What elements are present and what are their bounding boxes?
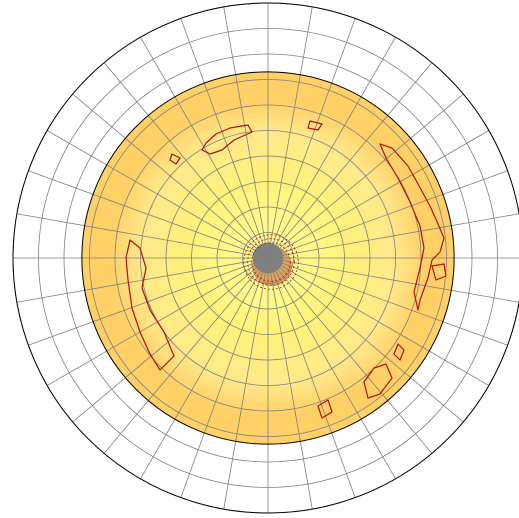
grid-spoke-3: [267, 257, 490, 386]
grid-spoke-13: [103, 257, 269, 454]
grid-layer: [12, 2, 519, 514]
center-contour-3: [243, 234, 299, 290]
grid-spoke-4: [267, 257, 464, 423]
grid-spoke-16: [28, 257, 269, 346]
grid-spoke-23: [103, 62, 269, 259]
frame-layer: [12, 2, 519, 514]
grid-spoke-10: [223, 257, 269, 510]
grid-spoke-6: [267, 257, 396, 480]
grid-spoke-14: [72, 257, 269, 423]
grid-spoke-32: [267, 93, 464, 259]
outer-boundary: [12, 2, 519, 514]
grid-spoke-7: [267, 257, 356, 498]
data-boundary: [81, 71, 455, 445]
contour-left-small: [169, 153, 181, 165]
grid-spoke-2: [267, 257, 508, 346]
grid-spoke-33: [267, 130, 490, 259]
center-contour-1: [251, 242, 291, 282]
grid-spoke-29: [267, 18, 356, 259]
grid-spoke-1: [267, 257, 519, 303]
grid-spoke-35: [267, 213, 519, 259]
grid-spoke-19: [16, 213, 269, 259]
grid-spoke-22: [72, 93, 269, 259]
contour-bottom-right-b: [393, 343, 405, 361]
contour-left-edge: [125, 239, 175, 371]
contour-right-tab: [431, 263, 447, 281]
grid-spoke-26: [223, 6, 269, 259]
grid-spoke-21: [46, 130, 269, 259]
grid-spoke-30: [267, 36, 396, 259]
grid-spoke-17: [16, 257, 269, 303]
contour-layer: [125, 120, 447, 419]
grid-spoke-28: [267, 6, 313, 259]
grid-spoke-12: [140, 257, 269, 480]
grid-spoke-25: [180, 18, 269, 259]
contour-bottom-right-a: [363, 363, 393, 399]
grid-spoke-20: [28, 170, 269, 259]
grid-spoke-24: [140, 36, 269, 259]
contour-bottom-right-c: [317, 399, 333, 419]
grid-spoke-11: [180, 257, 269, 498]
contour-top-left: [201, 124, 253, 155]
grid-spoke-34: [267, 170, 508, 259]
contour-right-edge: [379, 143, 445, 311]
grid-spoke-31: [267, 62, 433, 259]
contour-top-right-small: [307, 120, 323, 131]
grid-spoke-5: [267, 257, 433, 454]
center-contour-2: [247, 238, 295, 286]
grid-spoke-8: [267, 257, 313, 510]
